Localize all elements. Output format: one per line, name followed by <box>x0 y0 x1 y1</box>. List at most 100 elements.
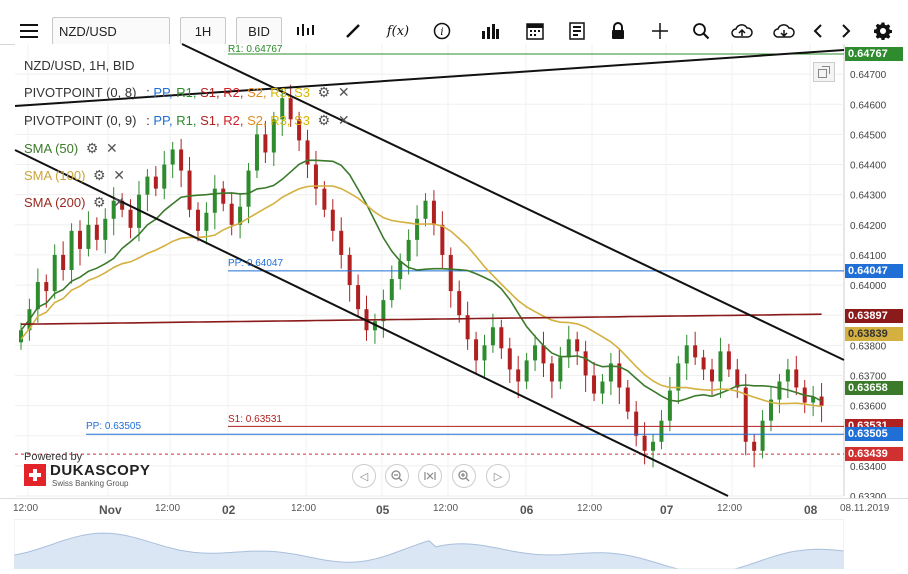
pivot-legend-2: PIVOTPOINT (0, 9) : PP, R1, S1, R2, S2, … <box>24 112 350 128</box>
close-icon[interactable]: ✕ <box>337 112 350 128</box>
expand-icon[interactable] <box>813 62 835 82</box>
candle-body <box>187 170 192 210</box>
y-tick-label: 0.63800 <box>850 341 887 352</box>
close-icon[interactable]: ✕ <box>113 167 125 183</box>
function-icon[interactable]: f(x) <box>386 23 410 39</box>
candle-body <box>61 254 66 270</box>
upload-icon[interactable] <box>727 17 757 45</box>
candle-body <box>507 348 512 370</box>
candle-body <box>398 260 403 280</box>
candle-body <box>659 420 664 442</box>
candle-body <box>575 339 580 352</box>
scroll-left-button[interactable]: ◁ <box>352 464 376 488</box>
candle-body <box>558 357 563 382</box>
close-icon[interactable]: ✕ <box>106 140 118 156</box>
s2-key-1: S2, <box>247 85 267 100</box>
draw-icon[interactable] <box>338 17 368 45</box>
x-tick-label: 12:00 <box>13 503 39 514</box>
navigator[interactable] <box>13 518 845 574</box>
candle-body <box>305 140 310 165</box>
candle-body <box>592 375 597 394</box>
candle-body <box>642 435 647 451</box>
gear-icon[interactable]: ⚙ <box>93 167 106 183</box>
sma50-legend: SMA (50) ⚙ ✕ <box>24 140 118 157</box>
info-icon[interactable]: i <box>427 17 457 45</box>
timeframe-label: 1H <box>194 23 212 39</box>
time-axis: 12:00 Nov 12:00 02 12:00 05 12:00 06 12:00 07 12:0… <box>0 498 908 519</box>
pp-key-2: PP, <box>153 113 173 128</box>
y-tick-label: 0.64700 <box>850 70 887 81</box>
calendar-icon[interactable] <box>520 17 550 45</box>
symbol-select[interactable]: NZD/USD <box>52 17 170 45</box>
next-icon[interactable] <box>831 17 861 45</box>
candle-body <box>423 200 428 219</box>
candle-body <box>785 369 790 382</box>
candle-body <box>356 285 361 310</box>
navigator-area[interactable] <box>13 518 845 574</box>
price-tag: 0.63439 <box>845 447 903 462</box>
dukascopy-logo-icon <box>24 464 46 486</box>
y-tick-label: 0.63600 <box>850 402 887 413</box>
candle-body <box>617 363 622 388</box>
candle-body <box>77 230 82 249</box>
x-tick-label: 12:00 <box>155 503 181 514</box>
bars-icon[interactable] <box>475 17 505 45</box>
report-icon[interactable] <box>562 17 592 45</box>
timeframe-select[interactable]: 1H <box>180 17 226 45</box>
settings-icon[interactable] <box>868 17 898 45</box>
r2-key-2: R2, <box>223 113 244 128</box>
candle-body <box>600 381 605 394</box>
price-tag: 0.64047 <box>845 263 903 278</box>
candle-body <box>760 420 765 451</box>
candle-body <box>667 390 672 421</box>
r1-key-2: R1, <box>176 113 197 128</box>
candles-icon[interactable] <box>290 17 320 45</box>
x-tick-label: 05 <box>376 503 390 517</box>
gear-icon[interactable]: ⚙ <box>317 112 331 128</box>
candle-body <box>710 369 715 382</box>
download-icon[interactable] <box>769 17 799 45</box>
pp-level-label-1: PP: 0.64047 <box>228 258 284 269</box>
candle-body <box>52 254 57 292</box>
candle-body <box>322 188 327 210</box>
sma200-legend: SMA (200) ⚙ ✕ <box>24 194 125 211</box>
gear-icon[interactable]: ⚙ <box>85 140 99 156</box>
r2-key-1: R2, <box>223 85 244 100</box>
candle-body <box>676 363 681 391</box>
candle-body <box>35 282 40 310</box>
reset-view-button[interactable] <box>418 464 442 488</box>
menu-icon[interactable] <box>14 17 44 45</box>
gear-icon[interactable]: ⚙ <box>93 194 106 210</box>
candle-body <box>339 230 344 255</box>
pivot-label-1: PIVOTPOINT (0, 8) <box>24 85 137 100</box>
r1-key-1: R1, <box>176 85 197 100</box>
brand-name: DUKASCOPY <box>50 462 151 479</box>
sma100-legend: SMA (100) ⚙ ✕ <box>24 167 125 184</box>
sma200-label: SMA (200) <box>24 195 86 210</box>
close-icon[interactable]: ✕ <box>337 84 350 100</box>
crosshair-icon[interactable] <box>645 17 675 45</box>
candle-body <box>389 279 394 301</box>
y-tick-label: 0.64200 <box>850 221 887 232</box>
scroll-right-button[interactable]: ▷ <box>486 464 510 488</box>
pp-key-1: PP, <box>153 85 173 100</box>
powered-by: Powered by <box>24 451 83 463</box>
s1-key-2: S1, <box>200 113 220 128</box>
prev-icon[interactable] <box>803 17 833 45</box>
y-tick-label: 0.63300 <box>850 492 887 503</box>
zoom-out-button[interactable] <box>385 464 409 488</box>
navigator-series <box>13 532 845 574</box>
candle-body <box>625 387 630 412</box>
candle-body <box>229 203 234 225</box>
zoom-icon[interactable] <box>686 17 716 45</box>
gear-icon[interactable]: ⚙ <box>317 84 331 100</box>
sma50-label: SMA (50) <box>24 141 79 156</box>
x-tick-label: Nov <box>99 503 122 517</box>
trendline-upper <box>14 49 845 107</box>
candle-body <box>153 176 158 189</box>
candle-body <box>533 345 538 361</box>
zoom-in-button[interactable] <box>452 464 476 488</box>
close-icon[interactable]: ✕ <box>113 194 125 210</box>
lock-icon[interactable] <box>603 17 633 45</box>
